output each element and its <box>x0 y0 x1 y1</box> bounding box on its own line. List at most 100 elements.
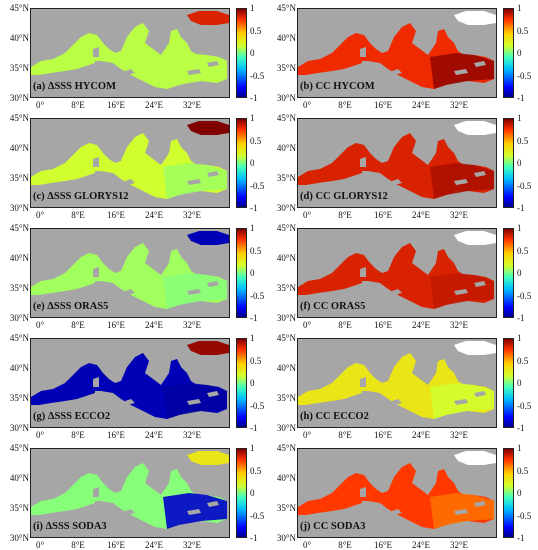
x-tick-label: 8°E <box>71 100 85 110</box>
black-sea-field <box>454 11 496 25</box>
island <box>474 281 486 287</box>
colorbar-tick: 0 <box>517 158 522 168</box>
island <box>93 47 99 57</box>
colorbar-tick: 0 <box>250 48 255 58</box>
colorbar-tick: -1 <box>517 533 525 543</box>
y-tick-label: 30°N <box>9 313 29 323</box>
island <box>95 171 101 177</box>
colorbar-tick: -0.5 <box>517 400 532 411</box>
island <box>93 157 99 167</box>
y-tick-label: 40°N <box>9 143 29 153</box>
x-tick-label: 16°E <box>106 430 126 440</box>
x-tick-label: 16°E <box>106 540 126 550</box>
panel-label: (e) ΔSSS ORAS5 <box>33 301 109 312</box>
black-sea-field <box>454 341 496 355</box>
colorbar <box>236 8 247 98</box>
colorbar <box>236 118 247 208</box>
black-sea-field <box>454 451 496 465</box>
map-svg <box>298 449 496 537</box>
y-tick-label: 40°N <box>276 33 296 43</box>
y-tick-label: 45°N <box>276 113 296 123</box>
colorbar <box>236 338 247 428</box>
island <box>454 399 468 405</box>
x-tick-label: 24°E <box>144 540 164 550</box>
colorbar-tick: 0.5 <box>250 135 262 146</box>
x-tick-label: 24°E <box>411 320 431 330</box>
colorbar-tick: 0.5 <box>250 25 262 36</box>
x-tick-label: 8°E <box>338 320 352 330</box>
y-tick-label: 45°N <box>276 333 296 343</box>
y-tick-label: 35°N <box>9 503 29 513</box>
colorbar-tick: -0.5 <box>250 510 265 521</box>
island <box>95 61 101 67</box>
colorbar-tick: 1 <box>517 443 522 453</box>
x-tick-label: 24°E <box>144 320 164 330</box>
x-tick-label: 32°E <box>182 210 202 220</box>
x-tick-label: 16°E <box>106 320 126 330</box>
island <box>474 501 486 507</box>
map-a <box>30 8 230 98</box>
island <box>362 501 368 507</box>
colorbar-tick: -0.5 <box>250 70 265 81</box>
island <box>454 289 468 295</box>
y-tick-label: 35°N <box>276 393 296 403</box>
y-tick-label: 45°N <box>276 443 296 453</box>
black-sea-field <box>187 451 229 465</box>
x-tick-label: 0° <box>302 430 312 440</box>
island <box>93 487 99 497</box>
island <box>125 69 135 75</box>
black-sea-field <box>454 121 496 135</box>
map-e <box>30 228 230 318</box>
colorbar-tick: 0 <box>517 48 522 58</box>
island <box>474 171 486 177</box>
y-tick-label: 30°N <box>276 93 296 103</box>
island <box>392 289 402 295</box>
colorbar <box>503 448 514 538</box>
map-svg <box>31 9 229 97</box>
x-tick-label: 32°E <box>182 430 202 440</box>
colorbar-tick: 1 <box>250 333 255 343</box>
island <box>392 399 402 405</box>
x-tick-label: 16°E <box>106 210 126 220</box>
x-tick-label: 32°E <box>182 540 202 550</box>
colorbar-tick: 0.5 <box>517 135 529 146</box>
y-tick-label: 45°N <box>276 223 296 233</box>
colorbar <box>503 8 514 98</box>
y-tick-label: 40°N <box>276 253 296 263</box>
island <box>93 377 99 387</box>
colorbar-tick: -1 <box>517 203 525 213</box>
colorbar-tick: 1 <box>250 3 255 13</box>
x-tick-label: 8°E <box>338 430 352 440</box>
y-tick-label: 40°N <box>9 363 29 373</box>
island <box>187 69 201 75</box>
panel-label: (b) CC HYCOM <box>300 81 375 92</box>
y-tick-label: 40°N <box>9 473 29 483</box>
island <box>360 487 366 497</box>
y-tick-label: 30°N <box>9 533 29 543</box>
x-tick-label: 0° <box>35 320 45 330</box>
x-tick-label: 0° <box>302 100 312 110</box>
map-i <box>30 448 230 538</box>
map-c <box>30 118 230 208</box>
colorbar <box>503 118 514 208</box>
y-tick-label: 40°N <box>276 473 296 483</box>
island <box>360 377 366 387</box>
colorbar-tick: 0.5 <box>517 465 529 476</box>
island <box>362 61 368 67</box>
x-tick-label: 16°E <box>373 540 393 550</box>
panel-label: (g) ΔSSS ECCO2 <box>33 411 111 422</box>
x-tick-label: 24°E <box>411 100 431 110</box>
island <box>93 267 99 277</box>
x-tick-label: 8°E <box>71 430 85 440</box>
y-tick-label: 40°N <box>9 33 29 43</box>
map-svg <box>31 119 229 207</box>
colorbar-tick: 0 <box>517 378 522 388</box>
panel-label: (h) CC ECCO2 <box>300 411 369 422</box>
x-tick-label: 24°E <box>411 430 431 440</box>
panel-label: (j) CC SODA3 <box>300 521 366 532</box>
colorbar-tick: 0.5 <box>517 245 529 256</box>
island <box>360 47 366 57</box>
island <box>360 267 366 277</box>
island <box>95 501 101 507</box>
y-tick-label: 30°N <box>9 203 29 213</box>
